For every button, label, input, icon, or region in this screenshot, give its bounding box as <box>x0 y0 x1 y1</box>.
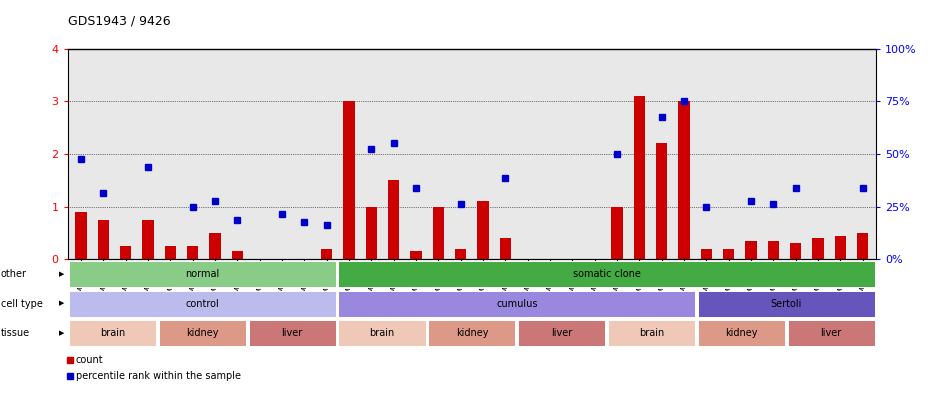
Bar <box>768 241 779 259</box>
Bar <box>835 236 846 259</box>
Text: brain: brain <box>639 328 665 338</box>
Text: other: other <box>1 269 27 279</box>
Bar <box>608 320 695 346</box>
Bar <box>210 233 221 259</box>
Bar <box>164 246 176 259</box>
Bar <box>321 249 333 259</box>
Bar <box>500 238 511 259</box>
Bar <box>69 261 336 287</box>
Text: normal: normal <box>185 269 220 279</box>
Text: ▶: ▶ <box>58 330 64 336</box>
Bar <box>159 320 246 346</box>
Text: kidney: kidney <box>725 328 758 338</box>
Bar <box>120 246 132 259</box>
Text: control: control <box>185 298 219 309</box>
Text: cumulus: cumulus <box>496 298 538 309</box>
Text: brain: brain <box>369 328 395 338</box>
Text: tissue: tissue <box>1 328 30 338</box>
Text: percentile rank within the sample: percentile rank within the sample <box>75 371 241 381</box>
Bar <box>857 233 869 259</box>
Bar <box>343 101 354 259</box>
Text: brain: brain <box>100 328 125 338</box>
Bar <box>411 251 422 259</box>
Bar <box>388 180 400 259</box>
Bar <box>69 290 336 317</box>
Bar <box>697 290 875 317</box>
Bar <box>634 96 645 259</box>
Bar <box>701 249 712 259</box>
Text: Sertoli: Sertoli <box>771 298 802 309</box>
Bar <box>788 320 875 346</box>
Bar <box>338 261 875 287</box>
Text: cell type: cell type <box>1 298 43 309</box>
Bar <box>697 320 785 346</box>
Bar <box>429 320 515 346</box>
Bar <box>75 212 86 259</box>
Text: kidney: kidney <box>186 328 219 338</box>
Bar <box>366 207 377 259</box>
Bar <box>338 290 695 317</box>
Text: ▶: ▶ <box>58 301 64 307</box>
Text: count: count <box>75 354 103 364</box>
Text: liver: liver <box>282 328 303 338</box>
Bar <box>143 220 153 259</box>
Bar <box>611 207 622 259</box>
Bar <box>98 220 109 259</box>
Bar <box>656 143 667 259</box>
Bar <box>791 243 801 259</box>
Bar <box>187 246 198 259</box>
Bar <box>249 320 336 346</box>
Bar <box>478 201 489 259</box>
Text: liver: liver <box>551 328 572 338</box>
Bar <box>518 320 605 346</box>
Bar <box>723 249 734 259</box>
Bar <box>432 207 444 259</box>
Text: kidney: kidney <box>456 328 488 338</box>
Bar <box>455 249 466 259</box>
Bar <box>745 241 757 259</box>
Text: somatic clone: somatic clone <box>572 269 640 279</box>
Bar <box>338 320 426 346</box>
Bar <box>812 238 823 259</box>
Text: GDS1943 / 9426: GDS1943 / 9426 <box>68 14 170 27</box>
Text: liver: liver <box>821 328 842 338</box>
Text: ▶: ▶ <box>58 271 64 277</box>
Bar <box>69 320 156 346</box>
Bar <box>232 251 243 259</box>
Bar <box>679 101 690 259</box>
